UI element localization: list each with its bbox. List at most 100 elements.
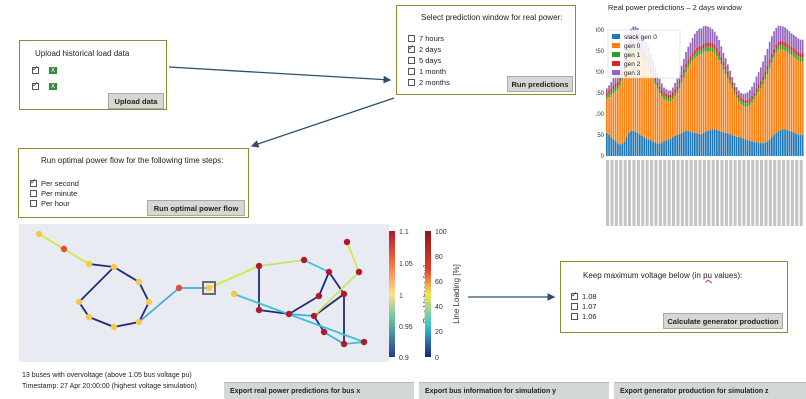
bar-segment-slack-gen-0 xyxy=(762,143,764,156)
chart-title: Real power predictions – 2 days window xyxy=(608,3,742,12)
bar-segment-slack-gen-0 xyxy=(687,130,690,156)
bar-segment-gen-3 xyxy=(713,31,716,46)
prediction-checkbox-2-days[interactable] xyxy=(408,43,415,53)
x-tick-label xyxy=(698,160,702,226)
line-loading-tick: 40 xyxy=(435,304,443,311)
upload-file-row-2[interactable]: X xyxy=(32,80,57,90)
opf-checkbox-per-hour[interactable] xyxy=(30,200,37,207)
bar-segment-gen-3 xyxy=(799,39,802,54)
bar-segment-gen-0 xyxy=(687,67,690,131)
x-tick-label xyxy=(689,160,693,226)
bar-segment-gen-3 xyxy=(733,82,736,88)
prediction-option-1-month[interactable]: 1 month xyxy=(408,67,446,76)
bar-segment-gen-0 xyxy=(733,93,736,136)
opf-checkbox-per-second[interactable] xyxy=(30,177,37,187)
run-optimal-power-flow-button[interactable]: Run optimal power flow xyxy=(147,200,245,216)
bar-segment-gen-0 xyxy=(722,69,725,133)
opf-checkbox-per-minute[interactable] xyxy=(30,190,37,197)
voltage-title-prefix: Keep maximum voltage below (in xyxy=(583,271,704,280)
bar-segment-gen-1 xyxy=(744,103,747,107)
x-tick-label xyxy=(729,160,733,226)
bar-segment-slack-gen-0 xyxy=(784,129,786,156)
bar-segment-gen-0 xyxy=(731,88,734,135)
bar-segment-gen-2 xyxy=(614,83,617,88)
prediction-option-7-hours[interactable]: 7 hours xyxy=(408,34,444,43)
voltage-option-1-08[interactable]: 1.08 xyxy=(571,290,597,301)
calculate-generator-production-button[interactable]: Calculate generator production xyxy=(663,313,783,329)
upload-file-checkbox-1[interactable] xyxy=(32,64,39,74)
bar-segment-gen-3 xyxy=(797,38,800,52)
legend-swatch xyxy=(612,61,620,66)
bar-segment-slack-gen-0 xyxy=(623,141,626,156)
bar-segment-slack-gen-0 xyxy=(685,130,687,156)
bar-segment-gen-3 xyxy=(773,31,775,49)
bar-segment-gen-3 xyxy=(680,65,683,75)
x-tick-label xyxy=(685,160,689,226)
x-tick-label xyxy=(742,160,746,226)
bar-segment-gen-3 xyxy=(762,61,764,77)
bus-voltage-tick: 1.1 xyxy=(399,229,409,236)
voltage-option-1-07[interactable]: 1.07 xyxy=(571,302,597,311)
upload-file-checkbox-2[interactable] xyxy=(32,80,39,90)
bar-segment-gen-1 xyxy=(731,85,734,89)
bar-segment-gen-3 xyxy=(784,27,786,43)
voltage-panel-title: Keep maximum voltage below (in pu values… xyxy=(583,271,742,280)
bar-segment-slack-gen-0 xyxy=(782,129,784,156)
bar-segment-gen-1 xyxy=(782,45,784,50)
bar-segment-gen-3 xyxy=(740,93,742,98)
bar-segment-gen-1 xyxy=(751,99,753,103)
bar-segment-gen-1 xyxy=(667,98,670,102)
prediction-checkbox-2-months[interactable] xyxy=(408,79,415,86)
bar-segment-slack-gen-0 xyxy=(617,143,619,156)
prediction-option-5-days[interactable]: 5 days xyxy=(408,56,441,65)
bar-segment-slack-gen-0 xyxy=(661,142,663,156)
voltage-checkbox-1-08[interactable] xyxy=(571,290,578,300)
bar-segment-gen-1 xyxy=(764,75,767,80)
bar-segment-gen-0 xyxy=(749,105,751,141)
upload-data-button[interactable]: Upload data xyxy=(108,93,164,109)
export-generator-production-button[interactable]: Export generator production for simulati… xyxy=(614,382,806,399)
legend-swatch xyxy=(612,52,620,57)
opf-option-per-second[interactable]: Per second xyxy=(30,177,79,188)
bar-segment-gen-0 xyxy=(650,72,652,141)
prediction-option-2-days[interactable]: 2 days xyxy=(408,43,441,54)
bar-segment-slack-gen-0 xyxy=(658,143,661,156)
network-bus xyxy=(135,318,143,326)
upload-file-row-1[interactable]: X xyxy=(32,64,57,74)
export-real-power-button[interactable]: Export real power predictions for bus x xyxy=(224,382,414,399)
opf-option-per-hour[interactable]: Per hour xyxy=(30,199,70,208)
bar-segment-gen-3 xyxy=(801,39,804,54)
voltage-checkbox-1-06[interactable] xyxy=(571,313,578,320)
bar-segment-gen-0 xyxy=(663,99,665,142)
bar-segment-slack-gen-0 xyxy=(612,139,615,156)
network-bus xyxy=(85,260,93,268)
bar-segment-slack-gen-0 xyxy=(645,138,648,156)
export-bus-info-button[interactable]: Export bus information for simulation y xyxy=(419,382,609,399)
bar-segment-gen-0 xyxy=(702,52,705,133)
bar-segment-slack-gen-0 xyxy=(722,132,725,156)
prediction-checkbox-1-month[interactable] xyxy=(408,68,415,75)
voltage-checkbox-1-07[interactable] xyxy=(571,303,578,310)
opf-option-per-minute[interactable]: Per minute xyxy=(30,189,77,198)
bar-segment-gen-2 xyxy=(742,98,745,103)
bar-segment-gen-3 xyxy=(760,67,762,81)
prediction-option-label: 2 months xyxy=(419,78,450,87)
prediction-option-2-months[interactable]: 2 months xyxy=(408,78,450,87)
line-loading-tick: 20 xyxy=(435,329,443,336)
bar-segment-gen-0 xyxy=(735,98,738,137)
bar-segment-gen-2 xyxy=(707,42,709,47)
bar-segment-gen-1 xyxy=(735,94,738,99)
bar-segment-slack-gen-0 xyxy=(643,137,646,156)
bar-segment-slack-gen-0 xyxy=(674,135,676,156)
prediction-checkbox-5-days[interactable] xyxy=(408,57,415,64)
run-predictions-button[interactable]: Run predictions xyxy=(507,76,573,92)
network-line xyxy=(288,295,320,315)
bus-voltage-colorbar xyxy=(389,231,395,357)
x-tick-label xyxy=(694,160,698,226)
voltage-option-1-06[interactable]: 1.06 xyxy=(571,312,597,321)
prediction-checkbox-7-hours[interactable] xyxy=(408,35,415,42)
bar-segment-gen-0 xyxy=(647,67,650,140)
bar-segment-gen-0 xyxy=(724,74,727,133)
bar-segment-slack-gen-0 xyxy=(760,142,762,156)
legend-label: gen 3 xyxy=(624,70,641,77)
